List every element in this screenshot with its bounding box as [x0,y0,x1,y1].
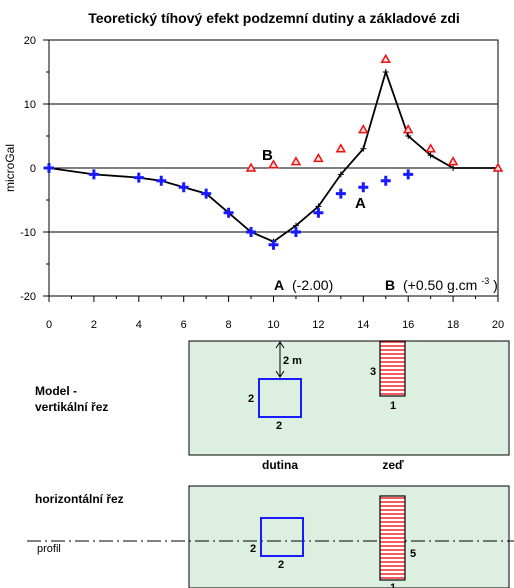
blue-cross-point [403,169,414,180]
blue-cross-point [335,188,346,199]
x-tick-label: 6 [181,319,187,331]
x-tick-label: 10 [267,319,279,331]
density-b-sup: -3 [481,276,489,286]
x-tick-label: 14 [357,319,369,331]
red-triangle-point [313,152,324,163]
series-line [46,69,501,245]
depth-label: 2 m [283,355,302,367]
blue-cross-point [380,175,391,186]
blue-cross-point [223,207,234,218]
red-triangle-point [245,162,257,172]
curve-point [405,133,412,139]
blue-cross-point [44,163,54,173]
y-tick-label: 0 [30,163,36,175]
cavity-vertical [258,378,302,418]
wall-dim-bottom: 1 [390,400,396,412]
blue-cross-point [88,169,99,180]
h-cavity-dim-bottom: 2 [278,559,284,571]
red-triangle-point [290,156,302,166]
wall-vertical [379,340,406,397]
axis-ticks [43,39,499,302]
density-a: A (-2.00) [274,277,333,293]
cavity-dim-side: 2 [248,393,254,405]
blue-cross-point [290,227,301,237]
vertical-title-line2: vertikální řez [35,400,108,414]
depth-arrow-head-top [275,341,285,349]
red-triangle-point [268,159,279,169]
red-triangle-point [358,124,369,134]
x-tick-label: 20 [492,319,504,331]
horizontal-title: horizontální řez [35,492,124,506]
red-triangle-point [447,156,459,166]
red-triangle-point [335,143,347,153]
density-a-letter: A [274,277,284,293]
x-tick-label: 16 [402,319,414,331]
y-tick-labels: 20 10 0 -10 -20 [20,35,36,303]
y-axis-label: microGal [3,144,17,192]
series-red-triangles [245,53,504,172]
vertical-section-panel [188,340,510,456]
red-triangle-point [492,162,504,172]
curve-point [337,171,344,178]
blue-cross-point [268,239,279,250]
blue-cross-point [156,175,167,186]
h-cavity-dim-side: 2 [250,543,256,555]
series-blue-crosses [44,163,414,250]
red-triangle-point [380,53,392,63]
curve-point [360,145,367,152]
density-b-letter: B [385,277,395,293]
profile-label: profil [37,543,61,555]
blue-cross-point [201,188,212,199]
h-wall-dim-bottom: 1 [390,582,396,588]
y-tick-label: -10 [20,227,36,239]
wall-name: zeď [382,458,404,472]
density-b-close: ) [493,277,498,293]
curve-point [382,69,389,75]
wall-horizontal [379,495,406,581]
x-tick-labels: 0 2 4 6 8 10 12 14 16 18 20 [46,319,504,331]
depth-arrow-head-bottom [275,370,285,378]
wall-dim-side: 3 [370,366,376,378]
blue-cross-point [313,207,324,218]
blue-cross-point [358,182,369,193]
x-tick-label: 18 [447,319,459,331]
x-tick-label: 12 [312,319,324,331]
cavity-horizontal [260,517,304,557]
red-triangle-point [425,143,436,153]
vertical-title-line1: Model - [35,384,77,398]
x-tick-label: 8 [226,319,232,331]
red-triangle-point [402,124,414,134]
chart-title: Teoretický tíhový efekt podzemní dutiny … [88,10,460,26]
y-tick-label: -20 [20,291,36,303]
blue-cross-point [178,182,189,193]
label-a: A [355,195,366,212]
x-tick-label: 2 [91,319,97,331]
cavity-name: dutina [262,458,298,472]
y-tick-label: 10 [24,99,36,111]
density-b-value: (+0.50 g.cm [403,277,477,293]
cavity-dim-bottom: 2 [276,420,282,432]
horizontal-section-panel [188,485,510,588]
blue-cross-point [246,227,257,237]
label-b: B [262,147,273,164]
x-tick-label: 0 [46,319,52,331]
blue-cross-point [133,172,144,183]
density-b: B (+0.50 g.cm -3 ) [385,271,498,293]
density-a-value: (-2.00) [292,277,333,293]
curve-point [450,165,457,171]
curve-point [427,152,434,159]
y-tick-label: 20 [24,35,36,47]
h-wall-dim-side: 5 [410,548,416,560]
x-tick-label: 4 [136,319,142,331]
